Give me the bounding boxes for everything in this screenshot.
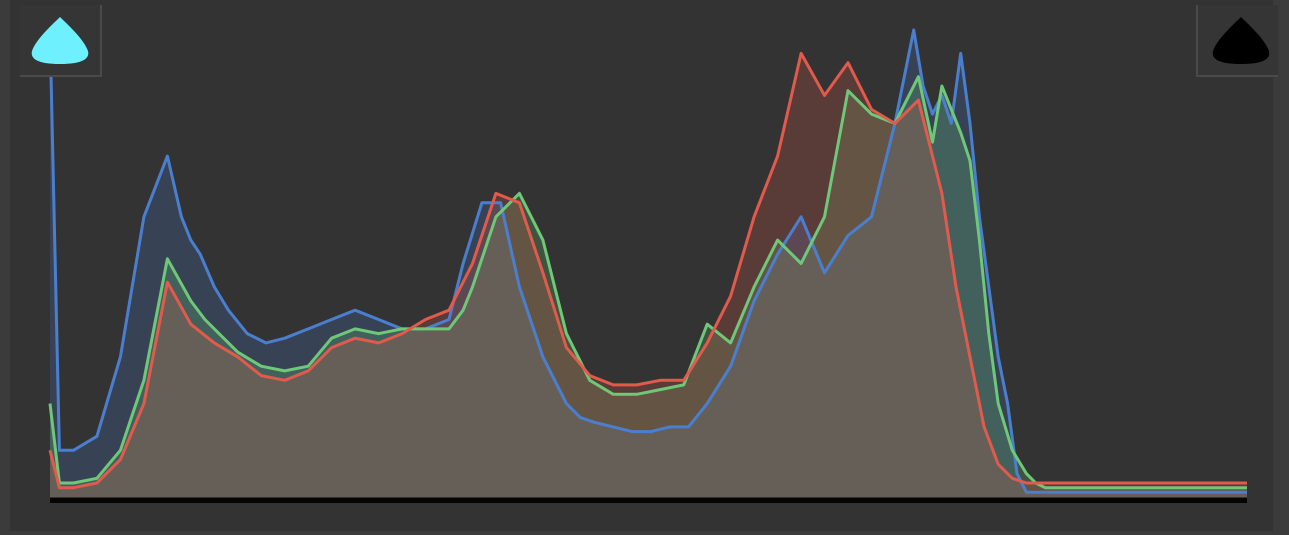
histogram-areas — [50, 30, 1247, 498]
histogram-line-red — [48, 51, 1247, 490]
histogram-chart — [48, 28, 1247, 503]
shadow-clipping-toggle[interactable] — [20, 5, 102, 77]
histogram-line-green — [48, 75, 1247, 490]
histogram-baseline — [50, 498, 1247, 503]
histogram-area-green — [50, 76, 1247, 497]
highlight-clipping-toggle[interactable] — [1196, 5, 1278, 77]
histogram-lines — [48, 28, 1247, 494]
histogram-area-red — [50, 53, 1247, 498]
highlight-clipping-triangle-icon — [1212, 17, 1270, 64]
histogram-area-blue — [50, 30, 1247, 497]
histogram-line-blue — [48, 28, 1247, 494]
shadow-clipping-triangle-icon — [31, 17, 89, 64]
